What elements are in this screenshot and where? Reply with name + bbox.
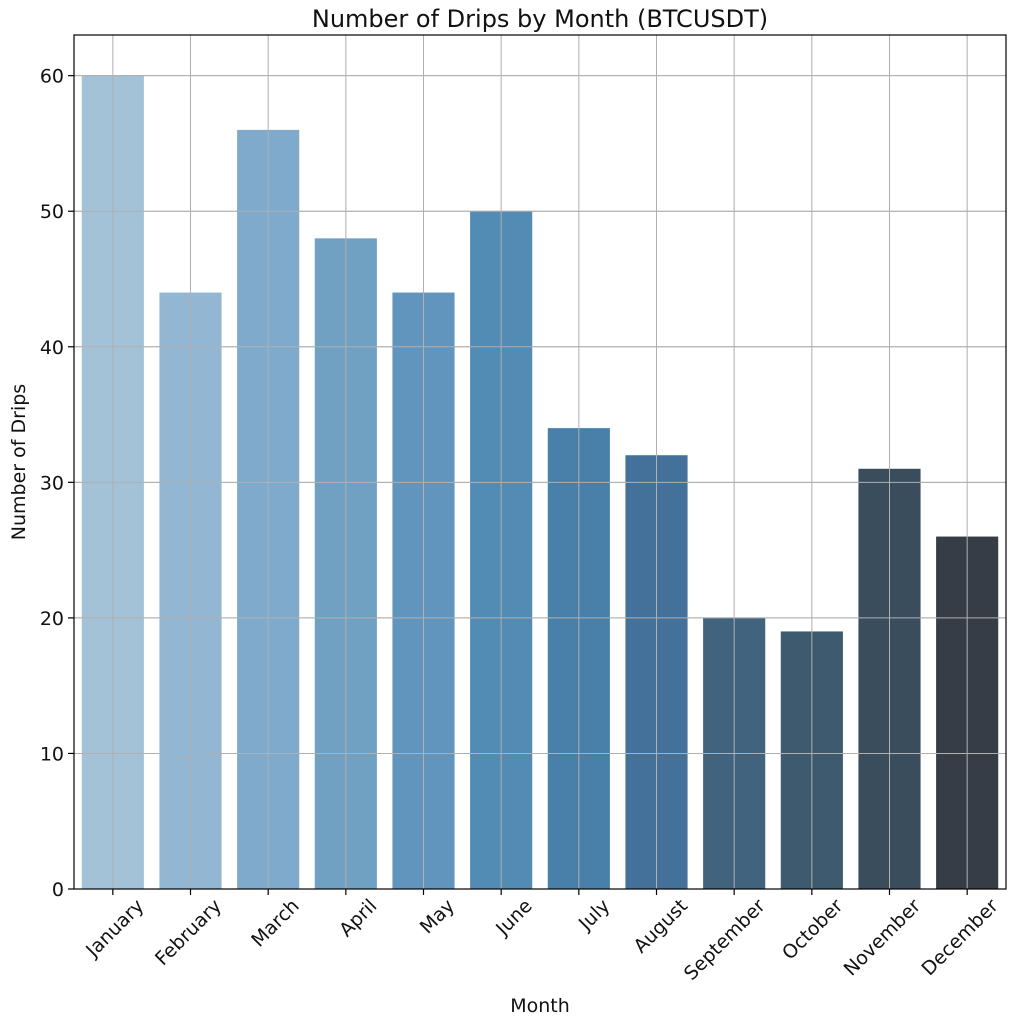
chart-title: Number of Drips by Month (BTCUSDT)	[312, 5, 768, 33]
x-tick-label: September	[680, 895, 770, 985]
x-tick-label: July	[574, 895, 614, 935]
x-axis-label: Month	[510, 995, 570, 1017]
x-tick-label: February	[151, 895, 226, 970]
x-axis-ticks: January February March April May June July Augu…	[81, 889, 1003, 985]
y-tick-label: 0	[52, 879, 64, 901]
x-tick-label: August	[629, 895, 692, 958]
x-tick-label: May	[416, 895, 459, 938]
x-tick-label: March	[247, 895, 304, 952]
y-tick-label: 10	[40, 743, 64, 765]
y-axis-ticks: 0 10 20 30 40 50 60	[40, 66, 74, 901]
x-tick-label: April	[335, 895, 381, 941]
y-tick-label: 20	[40, 608, 64, 630]
y-tick-label: 50	[40, 201, 64, 223]
x-tick-label: October	[778, 895, 847, 964]
x-tick-label: November	[840, 895, 926, 981]
x-tick-label: January	[81, 895, 148, 962]
y-tick-label: 40	[40, 337, 64, 359]
y-tick-label: 30	[40, 472, 64, 494]
x-tick-label: June	[491, 895, 537, 941]
y-tick-label: 60	[40, 66, 64, 88]
x-tick-label: December	[917, 895, 1002, 980]
y-axis-label: Number of Drips	[8, 384, 30, 540]
